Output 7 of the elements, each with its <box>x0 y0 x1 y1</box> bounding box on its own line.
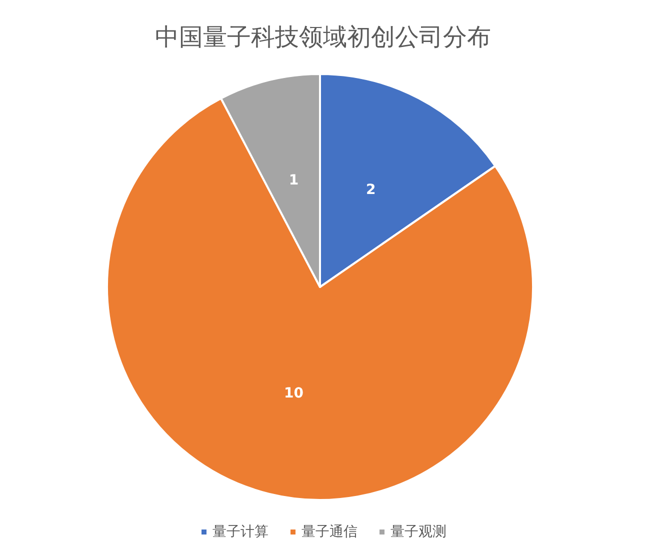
chart-title: 中国量子科技领域初创公司分布 <box>155 23 491 51</box>
legend-label: 量子观测 <box>390 524 446 540</box>
data-label: 10 <box>284 385 304 402</box>
legend-label: 量子计算 <box>212 524 268 540</box>
data-label: 2 <box>366 182 376 198</box>
data-label: 1 <box>288 172 299 189</box>
legend-label: 量子通信 <box>302 524 358 540</box>
